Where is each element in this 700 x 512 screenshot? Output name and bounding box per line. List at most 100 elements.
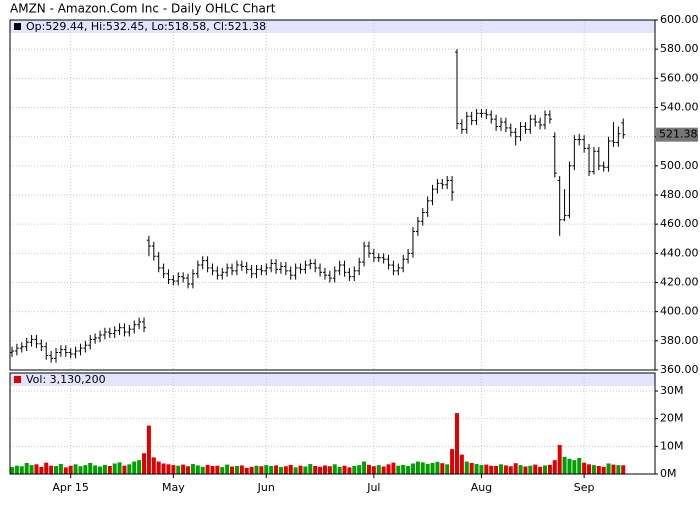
volume-bar <box>303 466 308 474</box>
volume-bar <box>616 465 621 474</box>
volume-bar <box>127 464 132 474</box>
volume-bar <box>479 465 484 474</box>
volume-bar <box>146 425 151 474</box>
volume-bar <box>357 465 362 474</box>
volume-bar <box>298 465 303 474</box>
y-tick-label: 460.00 <box>660 217 699 230</box>
y-tick-label: 480.00 <box>660 188 699 201</box>
volume-bar <box>582 462 587 474</box>
volume-bar <box>176 465 181 474</box>
volume-bar <box>352 465 357 474</box>
legend-text: Vol: 3,130,200 <box>26 373 106 386</box>
volume-bar <box>29 465 34 474</box>
volume-bar <box>102 464 107 474</box>
volume-bar <box>543 465 548 474</box>
volume-bar <box>63 467 68 474</box>
volume-bar <box>249 466 254 474</box>
volume-bar <box>464 461 469 474</box>
volume-bar <box>44 462 49 474</box>
volume-bar <box>58 464 63 474</box>
price-frame <box>9 19 656 371</box>
volume-bar <box>313 465 318 474</box>
y-tick-label: 30M <box>660 384 684 397</box>
volume-bar <box>484 464 489 474</box>
volume-bar <box>54 465 59 474</box>
y-tick-label: 500.00 <box>660 159 699 172</box>
volume-bar <box>538 466 543 474</box>
volume-bar <box>415 461 420 474</box>
volume-bar <box>83 465 88 474</box>
volume-bar <box>410 463 415 474</box>
volume-bar <box>234 465 239 474</box>
volume-bar <box>547 464 552 474</box>
volume-bar <box>210 465 215 474</box>
volume-bar <box>244 467 249 474</box>
volume-bar <box>34 464 39 474</box>
volume-bar <box>166 464 171 474</box>
legend-band <box>10 373 655 386</box>
volume-bar <box>450 449 455 474</box>
volume-bar <box>186 466 191 474</box>
volume-bar <box>254 465 259 474</box>
volume-bar <box>376 465 381 474</box>
volume-bar <box>322 465 327 474</box>
volume-bar <box>68 465 73 474</box>
volume-bar <box>557 444 562 474</box>
y-tick-label: 600.00 <box>660 13 699 26</box>
y-tick-label: 400.00 <box>660 305 699 318</box>
volume-bar <box>171 465 176 474</box>
volume-bar <box>503 465 508 474</box>
volume-bar <box>215 465 220 474</box>
legend-band <box>10 20 655 33</box>
volume-bar <box>24 462 29 474</box>
volume-bar <box>117 462 122 474</box>
volume-bar <box>288 464 293 474</box>
volume-bar <box>562 456 567 474</box>
volume-bar <box>220 467 225 474</box>
volume-bar <box>14 465 19 474</box>
volume-bar <box>454 413 459 474</box>
legend-text: Op:529.44, Hi:532.45, Lo:518.58, Cl:521.… <box>26 20 266 33</box>
y-tick-label: 380.00 <box>660 334 699 347</box>
volume-bar <box>93 465 98 474</box>
volume-bar <box>499 464 503 474</box>
y-tick-label: 10M <box>660 439 684 452</box>
x-tick-label: Jun <box>257 481 275 494</box>
volume-bar <box>195 465 200 474</box>
volume-bar <box>230 466 235 474</box>
volume-bar <box>430 462 435 474</box>
legend-swatch <box>14 376 21 383</box>
volume-bar <box>425 464 430 474</box>
volume-bar <box>435 461 440 474</box>
volume-bar <box>10 467 14 474</box>
volume-bar <box>406 465 411 474</box>
volume-bar <box>278 467 283 474</box>
volume-bar <box>587 464 592 474</box>
volume-bar <box>107 465 112 474</box>
volume-bar <box>474 464 479 474</box>
x-tick-label: Aug <box>471 481 492 494</box>
volume-bar <box>132 461 137 474</box>
volume-bar <box>190 464 195 474</box>
volume-bar <box>591 465 596 474</box>
volume-bar <box>391 462 396 474</box>
volume-bar <box>239 465 244 474</box>
volume-bar <box>137 460 142 474</box>
volume-bar <box>611 464 616 474</box>
volume-bar <box>19 466 24 474</box>
volume-bar <box>308 464 313 474</box>
volume-bar <box>151 457 156 474</box>
volume-bar <box>283 466 288 474</box>
volume-bar <box>181 464 186 474</box>
volume-bar <box>49 465 54 474</box>
volume-bar <box>161 463 166 474</box>
volume-bar <box>401 464 406 474</box>
y-tick-label: 0M <box>660 467 677 480</box>
x-tick-label: Jul <box>366 481 380 494</box>
volume-bar <box>156 461 161 474</box>
x-tick-label: Sep <box>574 481 595 494</box>
y-tick-label: 560.00 <box>660 71 699 84</box>
volume-bar <box>225 464 230 474</box>
volume-bar <box>567 458 572 474</box>
